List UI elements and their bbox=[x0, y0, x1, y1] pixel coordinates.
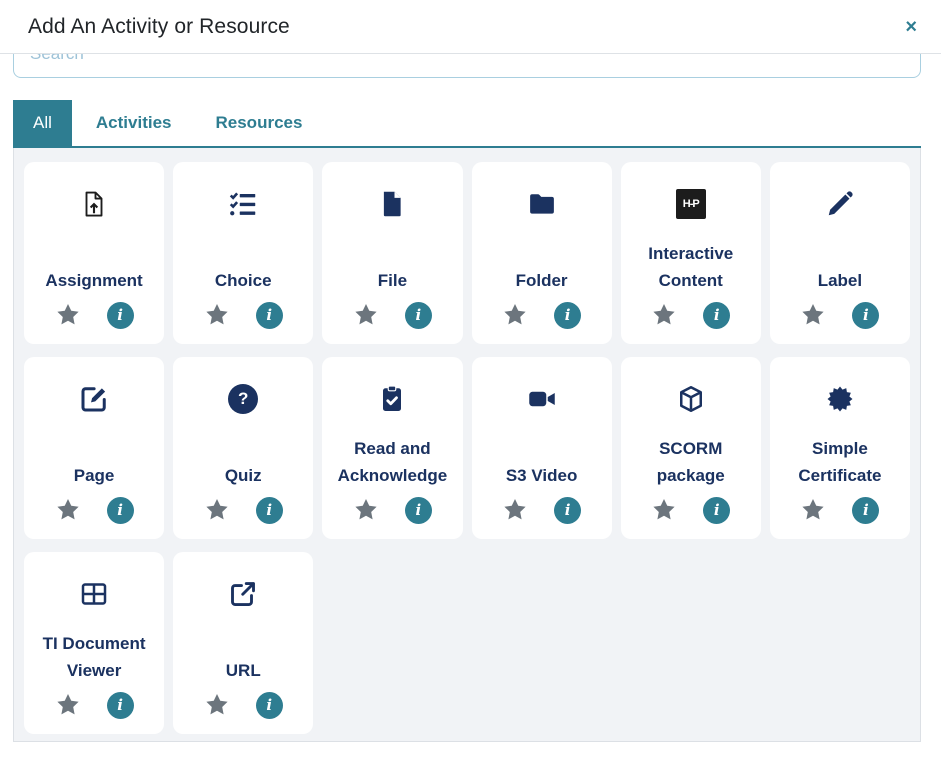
card-actions: i bbox=[55, 300, 134, 330]
activity-card-label: Read and Acknowledge bbox=[337, 439, 448, 485]
card-actions: i bbox=[800, 495, 880, 525]
tab-bar: All Activities Resources bbox=[13, 100, 921, 148]
card-actions: i bbox=[800, 300, 880, 330]
activity-card-scorm-package[interactable]: SCORM package i bbox=[620, 357, 761, 539]
activity-card-label: URL bbox=[225, 661, 261, 680]
h5p-icon: H-P bbox=[675, 188, 706, 220]
pencil-icon bbox=[825, 188, 855, 220]
tab-resources[interactable]: Resources bbox=[196, 100, 323, 146]
card-actions: i bbox=[502, 495, 582, 525]
activity-card-label: Choice bbox=[214, 271, 272, 290]
tab-activities[interactable]: Activities bbox=[76, 100, 192, 146]
external-link-icon bbox=[228, 578, 258, 610]
star-icon[interactable] bbox=[204, 497, 230, 523]
star-icon[interactable] bbox=[800, 497, 826, 523]
activity-card-interactive-content[interactable]: H-P Interactive Content i bbox=[620, 162, 761, 344]
activity-card-label: Label bbox=[817, 271, 863, 290]
activity-card-label: Assignment bbox=[45, 271, 143, 290]
star-icon[interactable] bbox=[55, 302, 81, 328]
modal-title: Add An Activity or Resource bbox=[28, 14, 290, 38]
info-icon[interactable]: i bbox=[255, 301, 283, 329]
activity-card-label: TI Document Viewer bbox=[42, 634, 146, 680]
info-icon[interactable]: i bbox=[255, 496, 283, 524]
card-actions: i bbox=[651, 495, 731, 525]
info-icon[interactable]: i bbox=[852, 496, 880, 524]
pen-square-icon bbox=[79, 383, 109, 415]
activity-card-url[interactable]: URL i bbox=[173, 552, 314, 734]
activity-card-label: Interactive Content bbox=[648, 244, 734, 290]
card-actions: i bbox=[353, 300, 432, 330]
info-icon[interactable]: i bbox=[703, 496, 731, 524]
activity-card-simple-certificate[interactable]: Simple Certificate i bbox=[769, 357, 910, 539]
info-icon[interactable]: i bbox=[404, 301, 432, 329]
video-camera-icon bbox=[527, 383, 557, 415]
info-icon[interactable]: i bbox=[106, 691, 134, 719]
clipboard-check-icon bbox=[377, 383, 407, 415]
star-icon[interactable] bbox=[800, 302, 826, 328]
activity-card-label: Page bbox=[73, 466, 115, 485]
activity-grid: Assignment i Choice i File i Folder bbox=[13, 148, 921, 742]
list-check-icon bbox=[228, 188, 258, 220]
card-actions: i bbox=[353, 495, 432, 525]
activity-card-page[interactable]: Page i bbox=[24, 357, 165, 539]
question-circle-icon: ? bbox=[228, 383, 259, 415]
star-icon[interactable] bbox=[55, 692, 81, 718]
activity-card-label: S3 Video bbox=[505, 466, 578, 485]
info-icon[interactable]: i bbox=[852, 301, 880, 329]
activity-card-choice[interactable]: Choice i bbox=[173, 162, 314, 344]
activity-card-label: SCORM package bbox=[656, 439, 725, 485]
info-icon[interactable]: i bbox=[554, 301, 582, 329]
activity-card-s3-video[interactable]: S3 Video i bbox=[471, 357, 612, 539]
card-actions: i bbox=[55, 690, 134, 720]
star-icon[interactable] bbox=[651, 302, 677, 328]
star-icon[interactable] bbox=[651, 497, 677, 523]
activity-card-read-and-acknowledge[interactable]: Read and Acknowledge i bbox=[322, 357, 463, 539]
table-grid-icon bbox=[79, 578, 109, 610]
activity-card-label: Folder bbox=[515, 271, 568, 290]
info-icon[interactable]: i bbox=[554, 496, 582, 524]
activity-card-file[interactable]: File i bbox=[322, 162, 463, 344]
info-icon[interactable]: i bbox=[255, 691, 283, 719]
card-actions: i bbox=[651, 300, 731, 330]
file-upload-icon bbox=[79, 188, 109, 220]
info-icon[interactable]: i bbox=[106, 301, 134, 329]
activity-card-folder[interactable]: Folder i bbox=[471, 162, 612, 344]
activity-card-ti-document-viewer[interactable]: TI Document Viewer i bbox=[24, 552, 165, 734]
star-icon[interactable] bbox=[204, 302, 230, 328]
star-icon[interactable] bbox=[502, 302, 528, 328]
cube-icon bbox=[676, 383, 706, 415]
card-actions: i bbox=[55, 495, 134, 525]
star-icon[interactable] bbox=[204, 692, 230, 718]
star-icon[interactable] bbox=[353, 302, 379, 328]
star-icon[interactable] bbox=[55, 497, 81, 523]
tab-all[interactable]: All bbox=[13, 100, 72, 146]
card-actions: i bbox=[204, 690, 283, 720]
file-icon bbox=[377, 188, 407, 220]
info-icon[interactable]: i bbox=[703, 301, 731, 329]
info-icon[interactable]: i bbox=[106, 496, 134, 524]
card-actions: i bbox=[502, 300, 582, 330]
activity-card-label[interactable]: Label i bbox=[769, 162, 910, 344]
modal-header: Add An Activity or Resource × bbox=[0, 0, 941, 54]
activity-card-label: Quiz bbox=[224, 466, 262, 485]
certificate-seal-icon bbox=[825, 383, 855, 415]
activity-card-quiz[interactable]: ? Quiz i bbox=[173, 357, 314, 539]
activity-card-assignment[interactable]: Assignment i bbox=[24, 162, 165, 344]
card-actions: i bbox=[204, 495, 283, 525]
activity-card-label: File bbox=[377, 271, 408, 290]
card-actions: i bbox=[204, 300, 283, 330]
star-icon[interactable] bbox=[353, 497, 379, 523]
folder-icon bbox=[527, 188, 557, 220]
info-icon[interactable]: i bbox=[404, 496, 432, 524]
star-icon[interactable] bbox=[502, 497, 528, 523]
close-icon[interactable]: × bbox=[905, 15, 917, 38]
activity-card-label: Simple Certificate bbox=[798, 439, 882, 485]
